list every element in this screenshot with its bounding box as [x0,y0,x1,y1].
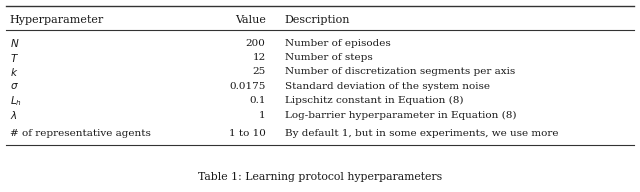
Text: 0.0175: 0.0175 [229,82,266,91]
Text: $T$: $T$ [10,52,19,64]
Text: Number of discretization segments per axis: Number of discretization segments per ax… [285,68,515,76]
Text: $\sigma$: $\sigma$ [10,81,19,91]
Text: 25: 25 [252,68,266,76]
Text: # of representative agents: # of representative agents [10,129,150,138]
Text: 12: 12 [252,53,266,62]
Text: 200: 200 [246,39,266,48]
Text: 1 to 10: 1 to 10 [228,129,266,138]
Text: Description: Description [285,15,350,25]
Text: $L_h$: $L_h$ [10,94,22,108]
Text: Number of episodes: Number of episodes [285,39,390,48]
Text: 0.1: 0.1 [249,96,266,105]
Text: Standard deviation of the system noise: Standard deviation of the system noise [285,82,490,91]
Text: Hyperparameter: Hyperparameter [10,15,104,25]
Text: $N$: $N$ [10,37,19,49]
Text: By default 1, but in some experiments, we use more: By default 1, but in some experiments, w… [285,129,558,138]
Text: Table 1: Learning protocol hyperparameters: Table 1: Learning protocol hyperparamete… [198,172,442,182]
Text: $k$: $k$ [10,66,18,78]
Text: Value: Value [235,15,266,25]
Text: 1: 1 [259,111,266,120]
Text: Log-barrier hyperparameter in Equation (8): Log-barrier hyperparameter in Equation (… [285,111,516,120]
Text: Number of steps: Number of steps [285,53,372,62]
Text: Lipschitz constant in Equation (8): Lipschitz constant in Equation (8) [285,96,463,105]
Text: $\lambda$: $\lambda$ [10,109,17,121]
